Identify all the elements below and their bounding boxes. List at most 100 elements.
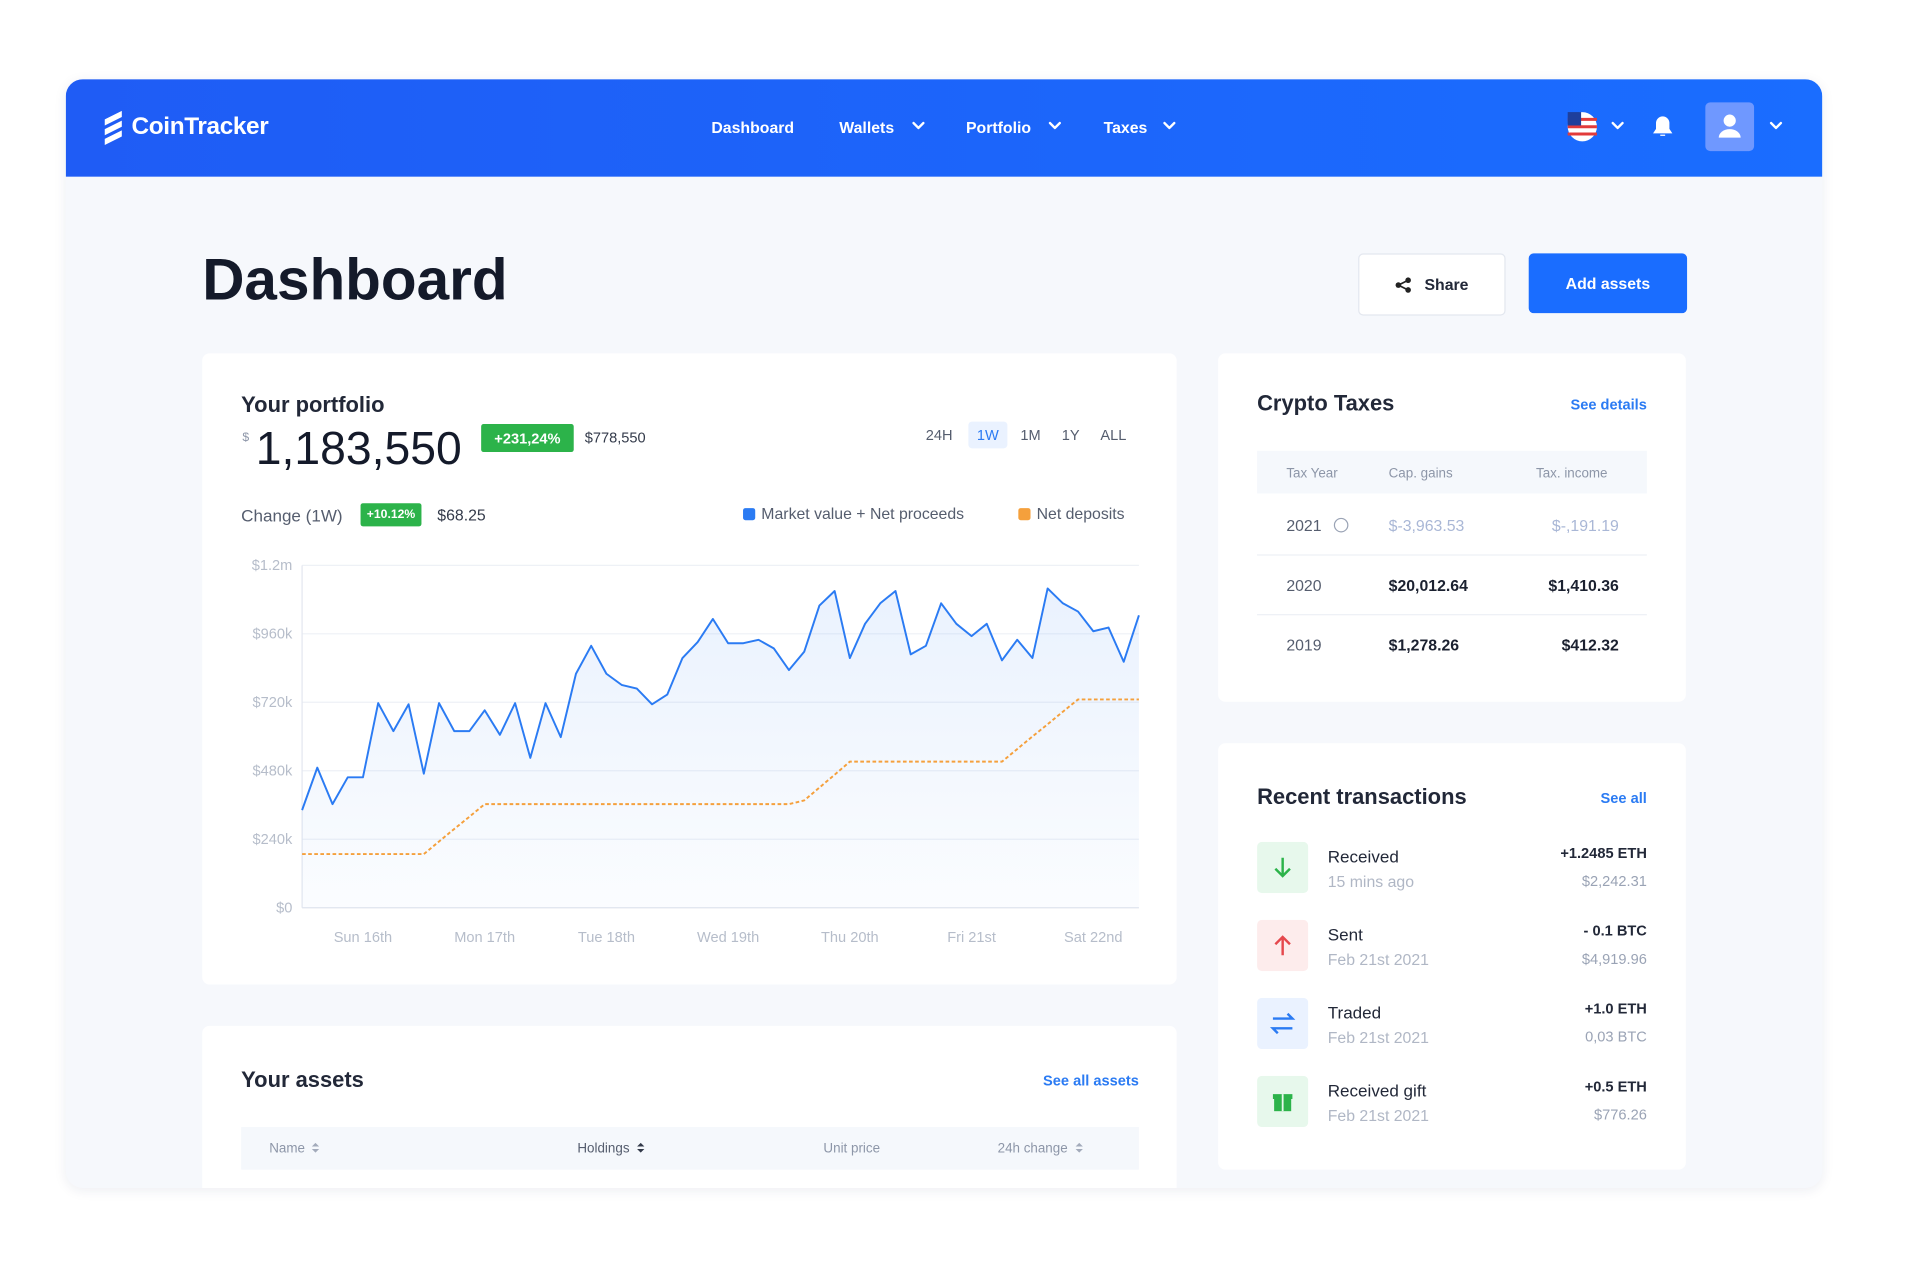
taxes-title: Crypto Taxes bbox=[1257, 391, 1395, 416]
transaction-value: $4,919.96 bbox=[1581, 950, 1647, 968]
tax-year: 2021 bbox=[1286, 516, 1322, 535]
sort-icon bbox=[312, 1142, 320, 1153]
transaction-icon bbox=[1257, 1075, 1309, 1128]
tax-year: 2020 bbox=[1286, 576, 1322, 595]
transaction-icon bbox=[1257, 841, 1309, 894]
row-divider bbox=[1257, 554, 1647, 556]
column-header: Tax Year bbox=[1286, 466, 1338, 482]
table-header bbox=[1257, 450, 1647, 494]
transactions-panel: Recent transactions See all Received 15 m… bbox=[1218, 743, 1686, 1170]
see-details-link[interactable]: See details bbox=[1570, 395, 1647, 414]
brand[interactable]: CoinTracker bbox=[131, 113, 269, 141]
x-tick-label: Mon 17th bbox=[454, 930, 515, 946]
share-label: Share bbox=[1424, 275, 1469, 294]
icon-glyph bbox=[1274, 935, 1291, 956]
series-area bbox=[302, 588, 1139, 908]
x-tick-label: Sun 16th bbox=[334, 930, 392, 946]
x-tick-label: Sat 22nd bbox=[1064, 930, 1122, 946]
transaction-icon bbox=[1257, 997, 1309, 1050]
transaction-title[interactable]: Received bbox=[1327, 846, 1399, 867]
range-option[interactable]: 24H bbox=[925, 426, 953, 444]
row-divider bbox=[1257, 614, 1647, 616]
nav-taxes[interactable]: Taxes bbox=[1103, 118, 1148, 137]
logo-icon bbox=[104, 110, 122, 145]
tax-income: $1,410.36 bbox=[1548, 576, 1619, 595]
assets-title: Your assets bbox=[241, 1067, 364, 1092]
share-button[interactable]: Share bbox=[1358, 253, 1506, 316]
icon-glyph bbox=[1269, 1012, 1296, 1035]
legend-swatch bbox=[1018, 508, 1031, 521]
column-header: Tax. income bbox=[1536, 466, 1608, 482]
info-icon bbox=[1333, 517, 1349, 533]
y-tick-label: $480k bbox=[253, 764, 293, 780]
range-option[interactable]: 1W bbox=[968, 421, 1008, 449]
transactions-title: Recent transactions bbox=[1257, 784, 1467, 810]
nav-dashboard[interactable]: Dashboard bbox=[711, 118, 795, 137]
transaction-value: $2,242.31 bbox=[1581, 872, 1647, 890]
sort-icon bbox=[636, 1142, 645, 1153]
add-assets-button[interactable]: Add assets bbox=[1528, 253, 1688, 314]
cap-gains: $1,278.26 bbox=[1388, 636, 1460, 655]
assets-table-header bbox=[241, 1127, 1139, 1170]
range-option[interactable]: ALL bbox=[1100, 426, 1127, 444]
x-tick-label: Fri 21st bbox=[947, 930, 996, 946]
header-icons bbox=[912, 102, 1783, 152]
y-tick-label: $960k bbox=[253, 627, 293, 643]
crypto-taxes-panel: Crypto Taxes See details Tax Year Cap. ga… bbox=[1218, 353, 1686, 702]
column-header: Cap. gains bbox=[1388, 466, 1453, 482]
assets-column-header[interactable]: Holdings bbox=[577, 1142, 645, 1156]
portfolio-panel: Your portfolio $ 1,183,550 +231,24% $778… bbox=[202, 353, 1177, 985]
x-tick-label: Wed 19th bbox=[697, 930, 759, 946]
transaction-title[interactable]: Received gift bbox=[1327, 1080, 1427, 1101]
previous-value: $778,550 bbox=[584, 428, 646, 446]
portfolio-change-badge: +231,24% bbox=[481, 424, 574, 453]
cap-gains: $-3,963.53 bbox=[1388, 516, 1465, 535]
app-window: CoinTracker Dashboard Wallets Portfolio … bbox=[65, 79, 1823, 1188]
y-tick-label: $240k bbox=[253, 832, 293, 848]
transaction-amount: +1.0 ETH bbox=[1584, 1000, 1647, 1018]
assets-column-header[interactable]: Name bbox=[269, 1142, 321, 1156]
see-all-link[interactable]: See all bbox=[1600, 789, 1647, 807]
x-tick-label: Thu 20th bbox=[821, 930, 879, 946]
transaction-amount: - 0.1 BTC bbox=[1583, 922, 1647, 940]
icon-bg bbox=[1257, 997, 1309, 1050]
period-change-label: Change (1W) bbox=[241, 505, 343, 526]
nav-portfolio[interactable]: Portfolio bbox=[965, 118, 1032, 137]
transaction-title[interactable]: Traded bbox=[1327, 1002, 1382, 1023]
portfolio-chart: $0 $240k $480k $720k $960k $1.2m Sun 16th Mon 1… bbox=[252, 506, 1140, 946]
tax-year: 2019 bbox=[1286, 636, 1322, 655]
transaction-amount: +0.5 ETH bbox=[1584, 1078, 1647, 1096]
portfolio-title: Your portfolio bbox=[241, 392, 385, 417]
page-title: Dashboard bbox=[202, 248, 508, 314]
sort-icon bbox=[1074, 1142, 1083, 1153]
range-option[interactable]: 1M bbox=[1020, 426, 1041, 444]
legend-label: Market value + Net proceeds bbox=[761, 506, 964, 523]
y-tick-label: $1.2m bbox=[252, 558, 293, 574]
transaction-amount: +1.2485 ETH bbox=[1560, 844, 1647, 862]
y-tick-label: $720k bbox=[253, 695, 293, 711]
assets-column-header[interactable]: 24h change bbox=[998, 1142, 1084, 1156]
assets-column-header: Unit price bbox=[823, 1141, 881, 1157]
see-all-assets-link[interactable]: See all assets bbox=[1043, 1072, 1139, 1090]
legend-swatch bbox=[743, 508, 756, 521]
nav-wallets[interactable]: Wallets bbox=[839, 118, 895, 137]
transaction-value: $776.26 bbox=[1594, 1106, 1647, 1124]
portfolio-value: 1,183,550 bbox=[255, 424, 462, 476]
range-option[interactable]: 1Y bbox=[1061, 426, 1080, 444]
y-tick-label: $0 bbox=[276, 901, 292, 917]
assets-panel: Your assets See all assets Name Holdings U… bbox=[202, 1025, 1177, 1188]
top-bar: CoinTracker Dashboard Wallets Portfolio … bbox=[65, 79, 1823, 177]
cap-gains: $20,012.64 bbox=[1388, 576, 1468, 595]
transaction-time: Feb 21st 2021 bbox=[1327, 950, 1429, 969]
x-tick-label: Tue 18th bbox=[578, 930, 635, 946]
transaction-title[interactable]: Sent bbox=[1327, 924, 1363, 945]
period-change-value: $68.25 bbox=[437, 505, 486, 524]
transaction-icon bbox=[1257, 919, 1309, 972]
icon-glyph bbox=[1272, 1094, 1293, 1112]
tax-income: $412.32 bbox=[1561, 636, 1619, 655]
transaction-time: Feb 21st 2021 bbox=[1327, 1028, 1429, 1047]
legend-label: Net deposits bbox=[1037, 506, 1125, 523]
transaction-time: Feb 21st 2021 bbox=[1327, 1106, 1429, 1125]
